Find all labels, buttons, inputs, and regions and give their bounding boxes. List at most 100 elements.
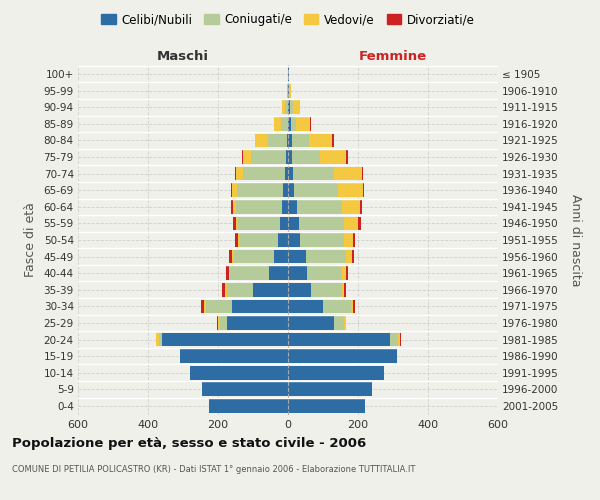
Bar [206,300,232,313]
Bar [179,350,288,363]
Bar [288,216,299,230]
Bar [238,233,240,247]
Bar [235,167,242,180]
Bar [226,266,229,280]
Bar [229,250,232,264]
Y-axis label: Fasce di età: Fasce di età [23,202,37,278]
Bar [311,283,342,296]
Bar [281,117,288,130]
Bar [255,134,256,147]
Bar [230,266,269,280]
Bar [389,332,398,346]
Bar [323,300,351,313]
Bar [346,266,348,280]
Bar [251,150,286,164]
Bar [360,200,361,213]
Bar [351,300,353,313]
Bar [287,84,288,98]
Bar [253,283,288,296]
Bar [288,300,323,313]
Bar [288,233,300,247]
Text: Femmine: Femmine [359,50,427,62]
Bar [288,200,297,213]
Bar [238,216,280,230]
Bar [220,316,227,330]
Bar [286,150,288,164]
Bar [234,250,274,264]
Bar [310,117,311,130]
Bar [334,167,361,180]
Bar [344,216,358,230]
Bar [353,300,355,313]
Bar [287,134,288,147]
Bar [299,216,344,230]
Bar [231,200,233,213]
Bar [289,84,291,98]
Bar [242,167,284,180]
Bar [297,200,342,213]
Bar [236,200,282,213]
Bar [342,200,360,213]
Bar [288,150,292,164]
Bar [288,382,372,396]
Bar [288,184,295,197]
Text: COMUNE DI PETILIA POLICASTRO (KR) - Dati ISTAT 1° gennaio 2006 - Elaborazione TU: COMUNE DI PETILIA POLICASTRO (KR) - Dati… [12,466,415,474]
Bar [288,316,334,330]
Bar [233,200,236,213]
Bar [162,332,288,346]
Bar [232,250,234,264]
Text: Popolazione per età, sesso e stato civile - 2006: Popolazione per età, sesso e stato civil… [12,438,366,450]
Bar [256,134,268,147]
Bar [288,366,384,380]
Bar [288,117,291,130]
Bar [361,167,363,180]
Bar [222,283,225,296]
Bar [235,216,238,230]
Bar [227,316,288,330]
Bar [344,283,346,296]
Bar [293,167,334,180]
Bar [352,250,354,264]
Bar [288,399,365,412]
Bar [278,233,288,247]
Bar [229,266,230,280]
Bar [288,283,311,296]
Bar [232,184,237,197]
Bar [209,399,288,412]
Bar [344,316,346,330]
Bar [291,117,296,130]
Bar [288,84,289,98]
Bar [232,300,288,313]
Bar [358,216,361,230]
Bar [332,134,334,147]
Bar [288,250,305,264]
Bar [293,100,299,114]
Bar [353,233,355,247]
Bar [156,332,157,346]
Bar [274,117,281,130]
Bar [320,150,346,164]
Bar [242,150,251,164]
Bar [292,150,320,164]
Bar [309,134,332,147]
Bar [292,134,309,147]
Bar [280,216,288,230]
Bar [346,250,352,264]
Bar [307,266,342,280]
Bar [240,233,278,247]
Bar [204,300,206,313]
Bar [288,266,307,280]
Bar [362,184,364,197]
Bar [227,283,253,296]
Bar [288,167,293,180]
Legend: Celibi/Nubili, Coniugati/e, Vedovi/e, Divorziati/e: Celibi/Nubili, Coniugati/e, Vedovi/e, Di… [97,8,479,31]
Bar [288,134,292,147]
Bar [159,332,162,346]
Bar [288,350,397,363]
Bar [296,117,310,130]
Y-axis label: Anni di nascita: Anni di nascita [569,194,582,286]
Bar [282,100,285,114]
Bar [342,283,344,296]
Bar [269,266,288,280]
Bar [202,382,288,396]
